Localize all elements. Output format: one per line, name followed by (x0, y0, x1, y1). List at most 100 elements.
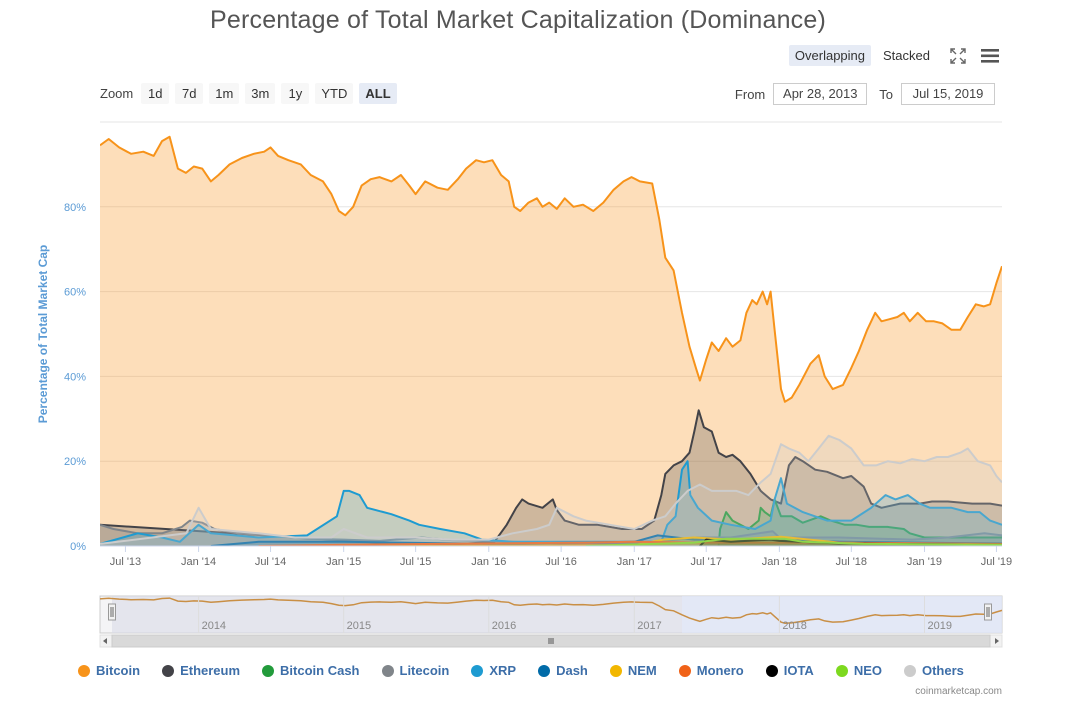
stacked-button[interactable]: Stacked (883, 48, 930, 63)
legend-item-bitcoin-cash[interactable]: Bitcoin Cash (262, 663, 360, 678)
zoom-selector: Zoom 1d 7d 1m 3m 1y YTD ALL (100, 83, 397, 104)
navigator-left-handle[interactable] (108, 603, 116, 621)
legend-marker (609, 664, 622, 677)
navigator-label: 2016 (492, 620, 516, 632)
navigator-series-line (99, 597, 1003, 625)
zoom-label: Zoom (100, 86, 134, 101)
legend-label: Bitcoin Cash (280, 663, 360, 678)
from-date-input[interactable]: Apr 28, 2013 (773, 83, 868, 105)
ethereum-line (100, 409, 1002, 546)
overlapping-button[interactable]: Overlapping (788, 45, 872, 66)
navigator-label: 2017 (637, 620, 661, 632)
chart-title: Percentage of Total Market Capitalizatio… (210, 6, 826, 34)
x-tick-label: Jul '16 (545, 556, 576, 568)
to-label: To (879, 86, 893, 102)
zoom-1d-button[interactable]: 1d (141, 83, 170, 104)
legend-item-ethereum[interactable]: Ethereum (162, 663, 240, 678)
x-tick-label: Jan '18 (762, 556, 797, 568)
legend-item-litecoin[interactable]: Litecoin (381, 663, 450, 678)
legend-item-dash[interactable]: Dash (538, 663, 588, 678)
x-tick-label: Jan '19 (907, 556, 942, 568)
x-tick-label: Jan '14 (181, 556, 216, 568)
legend-label: XRP (489, 663, 517, 678)
legend-marker (765, 664, 778, 677)
x-tick-label: Jul '13 (110, 556, 141, 568)
zoom-3m-button[interactable]: 3m (245, 83, 276, 104)
legend-label: IOTA (783, 663, 814, 678)
others-area (100, 435, 1002, 546)
xrp-area (100, 461, 1002, 546)
date-range-inputs: From Apr 28, 2013 To Jul 15, 2019 (731, 83, 1003, 105)
scroll-right-arrow-icon (995, 638, 999, 644)
from-label: From (734, 86, 766, 102)
zoom-ytd-button[interactable]: YTD (315, 83, 354, 104)
legend-label: Dash (556, 663, 588, 678)
neo-line (585, 537, 1002, 546)
credits-text: coinmarketcap.com (915, 686, 1002, 697)
bitcoin-area (100, 136, 1002, 546)
legend-marker (678, 664, 691, 677)
legend-marker (538, 664, 551, 677)
y-tick-label: 0% (70, 541, 86, 553)
x-tick-label: Jul '14 (255, 556, 286, 568)
navigator-scrollbar[interactable] (99, 634, 1003, 648)
navigator-selection (681, 596, 1002, 633)
y-tick-label: 80% (64, 202, 86, 214)
legend-marker (903, 664, 916, 677)
y-axis-title: Percentage of Total Market Cap (36, 245, 50, 424)
chart-mode-toolbar: Overlapping Stacked (788, 45, 1000, 66)
legend-marker (162, 664, 175, 677)
legend-label: Monero (696, 663, 744, 678)
navigator-label: 2018 (782, 620, 806, 632)
legend-marker (835, 664, 848, 677)
others-line (100, 434, 1002, 545)
x-tick-label: Jan '16 (471, 556, 506, 568)
legend-item-others[interactable]: Others (903, 663, 964, 678)
dominance-chart: 0% 20% 40% 60% 80% Percentage of Total Market… (36, 121, 1012, 648)
x-tick-label: Jan '17 (617, 556, 652, 568)
navigator-label: 2014 (202, 620, 226, 632)
legend-label: NEM (627, 663, 657, 678)
bitcoin-line (100, 135, 1002, 403)
legend-item-neo[interactable]: NEO (835, 663, 882, 678)
legend-marker (78, 664, 90, 677)
legend-item-xrp[interactable]: XRP (471, 663, 516, 678)
y-tick-label: 40% (64, 371, 86, 383)
navigator-right-handle[interactable] (984, 603, 992, 621)
bitcoin-cash-line (717, 498, 1002, 546)
to-date-input[interactable]: Jul 15, 2019 (901, 83, 995, 105)
legend-marker (471, 664, 484, 677)
legend-item-monero[interactable]: Monero (678, 663, 744, 678)
x-tick-label: Jul '17 (691, 556, 722, 568)
zoom-all-button[interactable]: ALL (359, 83, 397, 104)
legend-label: Others (921, 663, 964, 678)
navigator-label: 2015 (347, 620, 371, 632)
fullscreen-icon[interactable] (948, 46, 968, 66)
legend-label: Litecoin (399, 663, 450, 678)
xrp-line (100, 460, 1002, 545)
x-tick-label: Jul '15 (400, 556, 431, 568)
zoom-7d-button[interactable]: 7d (175, 83, 204, 104)
y-tick-label: 20% (64, 456, 86, 468)
x-tick-label: Jul '18 (836, 556, 867, 568)
legend-label: Ethereum (180, 663, 241, 678)
scroll-left-arrow-icon (103, 638, 107, 644)
legend-marker (381, 664, 394, 677)
y-tick-label: 60% (64, 287, 86, 299)
zoom-1m-button[interactable]: 1m (209, 83, 240, 104)
x-tick-label: Jan '15 (326, 556, 361, 568)
ethereum-area (100, 410, 1002, 546)
legend-label: Bitcoin (96, 663, 141, 678)
navigator-label: 2019 (927, 620, 951, 632)
legend-marker (262, 664, 275, 677)
legend-item-nem[interactable]: NEM (609, 663, 657, 678)
x-tick-label: Jul '19 (981, 556, 1012, 568)
legend-item-iota[interactable]: IOTA (765, 663, 814, 678)
bitcoin-cash-area (718, 499, 1002, 546)
menu-icon[interactable] (980, 46, 1000, 66)
legend-label: NEO (853, 663, 882, 678)
legend-item-bitcoin[interactable]: Bitcoin (78, 663, 140, 678)
plot-area (100, 135, 1002, 546)
chart-legend: Bitcoin Ethereum Bitcoin Cash Litecoin XRP Da… (78, 663, 964, 678)
zoom-1y-button[interactable]: 1y (281, 83, 310, 104)
